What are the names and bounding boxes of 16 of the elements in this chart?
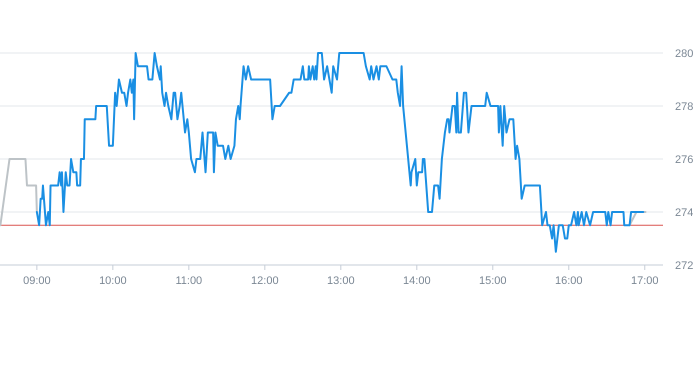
x-tick-label: 10:00 — [99, 275, 127, 287]
x-tick-label: 15:00 — [479, 275, 507, 287]
x-tick-label: 09:00 — [23, 275, 51, 287]
x-tick-label: 14:00 — [403, 275, 431, 287]
line-series — [0, 158, 38, 226]
y-tick-label: 278 — [675, 101, 693, 113]
x-tick-label: 17:00 — [630, 275, 659, 287]
x-tick-label: 13:00 — [327, 275, 355, 287]
x-tick-label: 16:00 — [555, 275, 583, 287]
y-tick-label: 274 — [675, 207, 693, 219]
y-tick-label: 276 — [675, 154, 693, 166]
y-tick-label: 272 — [675, 260, 693, 272]
x-tick-label: 12:00 — [251, 275, 279, 287]
y-tick-label: 280 — [675, 48, 693, 60]
line-series — [36, 52, 644, 253]
x-tick-label: 11:00 — [175, 275, 202, 287]
